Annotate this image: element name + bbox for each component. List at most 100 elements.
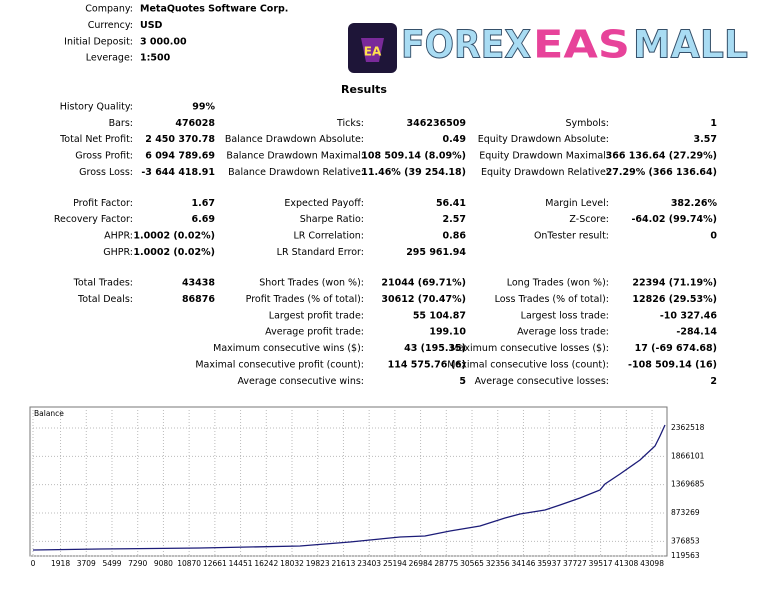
result-value: 1.0002 (0.02%) xyxy=(133,247,215,258)
result-label: Loss Trades (% of total): xyxy=(495,294,609,305)
result-value: 55 104.87 xyxy=(413,310,466,321)
logo-badge-text: EA xyxy=(364,45,382,59)
field-label: Leverage: xyxy=(86,53,133,64)
result-value: 30612 (70.47%) xyxy=(381,294,466,305)
result-value: 21044 (69.71%) xyxy=(381,278,466,289)
result-value: 6 094 789.69 xyxy=(145,151,215,162)
result-value: 43438 xyxy=(182,278,215,289)
result-label: Margin Level: xyxy=(545,198,609,209)
x-tick-label: 25194 xyxy=(383,559,407,568)
result-label: Average profit trade: xyxy=(265,327,364,338)
y-tick-label: 1866101 xyxy=(671,451,705,460)
balance-line xyxy=(32,424,666,551)
result-label: Symbols: xyxy=(565,118,609,129)
x-tick-label: 1918 xyxy=(51,559,70,568)
result-value: 1.0002 (0.02%) xyxy=(133,230,215,241)
x-tick-label: 0 xyxy=(31,559,36,568)
result-value: 199.10 xyxy=(429,327,466,338)
x-tick-label: 9080 xyxy=(154,559,173,568)
legend-label: Balance xyxy=(34,409,64,418)
result-value: -284.14 xyxy=(676,327,717,338)
result-label: Bars: xyxy=(109,118,133,129)
field-value: MetaQuotes Software Corp. xyxy=(140,4,288,15)
x-tick-label: 19823 xyxy=(306,559,330,568)
x-tick-label: 21613 xyxy=(332,559,356,568)
result-value: 1 xyxy=(710,118,717,129)
result-label: Short Trades (won %): xyxy=(259,278,364,289)
result-value: 382.26% xyxy=(671,198,718,209)
result-label: Maximal consecutive loss (count): xyxy=(447,359,609,370)
x-tick-label: 28775 xyxy=(434,559,458,568)
result-label: LR Standard Error: xyxy=(277,247,364,258)
result-value: 0.86 xyxy=(443,230,467,241)
field-value: USD xyxy=(140,20,163,31)
field-label: Company: xyxy=(85,4,133,15)
x-tick-label: 30565 xyxy=(460,559,484,568)
result-label: Z-Score: xyxy=(569,214,609,225)
y-tick-label: 1369685 xyxy=(671,480,705,489)
result-value: 0 xyxy=(710,230,717,241)
x-tick-label: 39517 xyxy=(589,559,613,568)
result-value: 366 136.64 (27.29%) xyxy=(606,151,717,162)
field-value: 3 000.00 xyxy=(140,36,187,47)
result-label: Recovery Factor: xyxy=(54,214,133,225)
result-value: 2 450 370.78 xyxy=(145,134,215,145)
result-label: History Quality: xyxy=(60,102,133,113)
result-label: OnTester result: xyxy=(534,230,609,241)
result-label: Maximum consecutive losses ($): xyxy=(450,343,609,354)
y-tick-label: 2362518 xyxy=(671,423,705,432)
result-value: 346236509 xyxy=(407,118,467,129)
result-label: Gross Profit: xyxy=(75,151,133,162)
result-label: Sharpe Ratio: xyxy=(300,214,364,225)
result-label: Balance Drawdown Maximal: xyxy=(226,151,364,162)
result-label: Largest profit trade: xyxy=(269,310,364,321)
result-value: 5 xyxy=(459,376,466,387)
y-tick-label: 376853 xyxy=(671,536,700,545)
result-value: 108 509.14 (8.09%) xyxy=(361,151,466,162)
result-value: 27.29% (366 136.64) xyxy=(606,167,717,178)
result-label: Balance Drawdown Absolute: xyxy=(225,134,364,145)
result-value: 86876 xyxy=(182,294,215,305)
x-tick-label: 10870 xyxy=(177,559,201,568)
result-value: 476028 xyxy=(175,118,215,129)
result-label: Equity Drawdown Maximal: xyxy=(479,151,609,162)
result-value: 56.41 xyxy=(436,198,466,209)
result-value: 11.46% (39 254.18) xyxy=(361,167,466,178)
result-value: 0.49 xyxy=(443,134,466,145)
result-label: Largest loss trade: xyxy=(521,310,609,321)
x-tick-label: 37727 xyxy=(563,559,587,568)
x-tick-label: 16242 xyxy=(254,559,278,568)
result-value: 1.67 xyxy=(192,198,215,209)
result-value: 3.57 xyxy=(694,134,717,145)
result-label: Gross Loss: xyxy=(79,167,133,178)
result-label: Total Net Profit: xyxy=(59,134,133,145)
y-tick-label: 873269 xyxy=(671,508,700,517)
x-tick-label: 41308 xyxy=(614,559,638,568)
result-value: 99% xyxy=(192,102,215,113)
chart-frame xyxy=(29,406,668,557)
result-label: Total Trades: xyxy=(73,278,133,289)
result-value: 295 961.94 xyxy=(406,247,466,258)
results-title: Results xyxy=(341,83,387,96)
result-value: -3 644 418.91 xyxy=(141,167,215,178)
x-tick-label: 18032 xyxy=(280,559,304,568)
result-label: Average consecutive wins: xyxy=(237,376,364,387)
result-label: AHPR: xyxy=(104,230,133,241)
x-tick-label: 3709 xyxy=(77,559,96,568)
result-value: 22394 (71.19%) xyxy=(632,278,717,289)
result-label: GHPR: xyxy=(103,247,133,258)
x-tick-label: 12661 xyxy=(203,559,227,568)
result-value: 2.57 xyxy=(443,214,466,225)
result-label: Maximal consecutive profit (count): xyxy=(195,359,364,370)
x-tick-label: 7290 xyxy=(128,559,147,568)
result-value: 17 (-69 674.68) xyxy=(635,343,717,354)
result-value: 114 575.76 (6) xyxy=(388,359,466,370)
y-tick-label: 119563 xyxy=(671,551,700,560)
result-value: 2 xyxy=(710,376,717,387)
x-tick-label: 23403 xyxy=(357,559,381,568)
result-value: -64.02 (99.74%) xyxy=(631,214,717,225)
logo-text: EAS xyxy=(533,23,630,67)
logo-text: FOREX xyxy=(401,23,531,67)
x-tick-label: 5499 xyxy=(102,559,121,568)
